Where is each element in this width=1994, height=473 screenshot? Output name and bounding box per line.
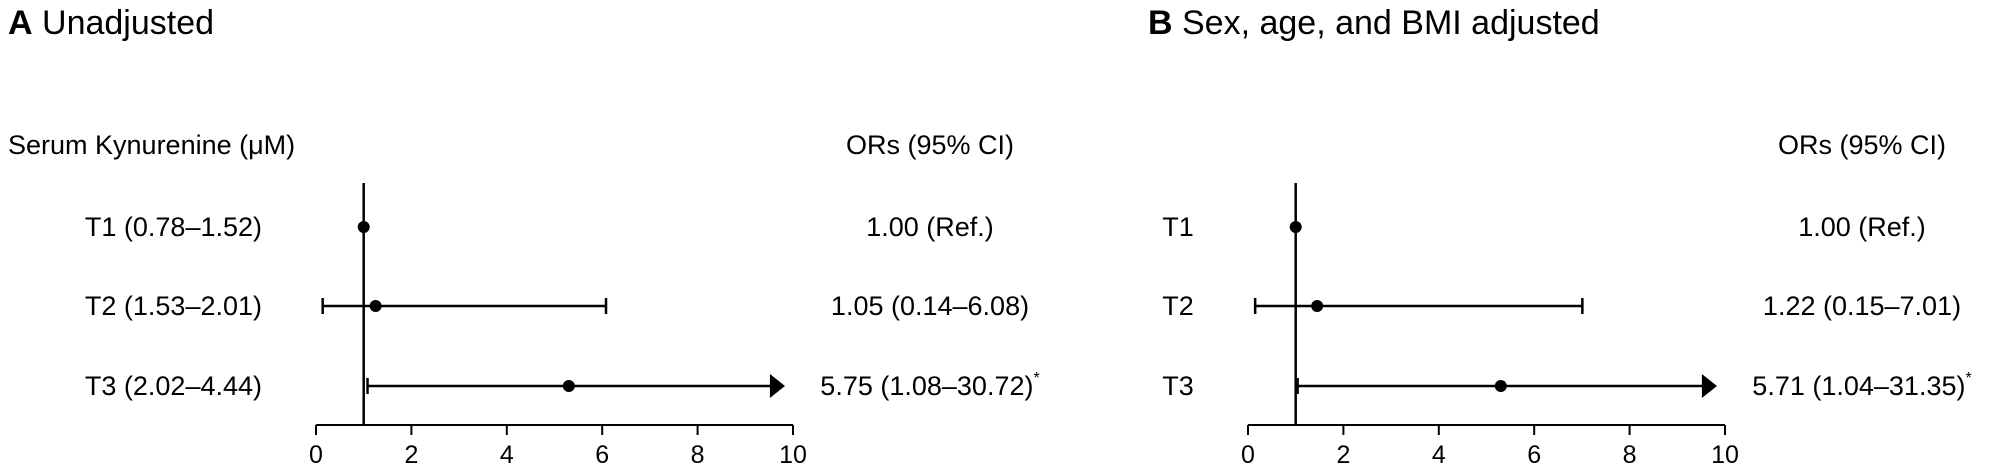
- point-estimate: [1494, 380, 1507, 392]
- forest-row: T3 (2.02–4.44) 5.75 (1.08–30.72)*: [85, 370, 1040, 401]
- x-tick-label: 8: [691, 441, 705, 469]
- or-header: ORs (95% CI): [846, 130, 1014, 160]
- row-label: T1 (0.78–1.52): [85, 212, 262, 242]
- forest-row: T2 1.22 (0.15–7.01): [1162, 291, 1961, 321]
- forest-row: T1 1.00 (Ref.): [1162, 212, 1926, 242]
- x-tick-label: 8: [1623, 441, 1637, 469]
- panel-letter: A: [8, 4, 33, 42]
- point-estimate: [369, 300, 382, 312]
- x-tick-label: 0: [309, 441, 323, 469]
- panel-title-text: Unadjusted: [33, 4, 214, 42]
- row-label: T2 (1.53–2.01): [85, 291, 262, 321]
- or-value: 5.71 (1.04–31.35)*: [1752, 370, 1971, 401]
- x-tick-label: 10: [779, 441, 807, 469]
- panel-title: B Sex, age, and BMI adjusted: [1148, 4, 1600, 42]
- panel-title-text: Sex, age, and BMI adjusted: [1173, 4, 1600, 42]
- row-label: T3: [1162, 371, 1194, 401]
- x-tick-label: 2: [1336, 441, 1350, 469]
- row-label: T1: [1162, 212, 1194, 242]
- or-value-text: 1.00 (Ref.): [1798, 212, 1926, 242]
- ci-overflow-arrow: [769, 374, 785, 398]
- or-value-text: 1.05 (0.14–6.08): [831, 291, 1029, 321]
- forest-row: T2 (1.53–2.01) 1.05 (0.14–6.08): [85, 291, 1029, 321]
- or-header: ORs (95% CI): [1778, 130, 1946, 160]
- significance-marker: *: [1965, 370, 1971, 387]
- or-value-text: 1.22 (0.15–7.01): [1763, 291, 1961, 321]
- x-tick-label: 0: [1241, 441, 1255, 469]
- panel-title: A Unadjusted: [8, 4, 214, 42]
- x-tick-label: 2: [404, 441, 418, 469]
- panel-letter: B: [1148, 4, 1173, 42]
- row-header: Serum Kynurenine (μM): [8, 130, 295, 160]
- or-value: 1.00 (Ref.): [1798, 212, 1926, 242]
- point-estimate: [1311, 300, 1324, 312]
- or-value-text: 1.00 (Ref.): [866, 212, 994, 242]
- significance-marker: *: [1033, 370, 1039, 387]
- or-value: 1.22 (0.15–7.01): [1763, 291, 1961, 321]
- or-value-text: 5.71 (1.04–31.35): [1752, 371, 1965, 401]
- row-label: T3 (2.02–4.44): [85, 371, 262, 401]
- x-tick-label: 6: [595, 441, 609, 469]
- point-estimate: [1289, 221, 1302, 233]
- or-value: 1.05 (0.14–6.08): [831, 291, 1029, 321]
- panel-b: B Sex, age, and BMI adjusted ORs (95% CI)…: [1148, 4, 1972, 469]
- panel-a: A Unadjusted Serum Kynurenine (μM) ORs (95…: [8, 4, 1040, 469]
- x-tick-label: 4: [1432, 441, 1446, 469]
- row-label: T2: [1162, 291, 1194, 321]
- point-estimate: [562, 380, 575, 392]
- or-value: 5.75 (1.08–30.72)*: [820, 370, 1039, 401]
- x-tick-label: 10: [1711, 441, 1739, 469]
- ci-overflow-arrow: [1701, 374, 1717, 398]
- forest-row: T1 (0.78–1.52) 1.00 (Ref.): [85, 212, 994, 242]
- x-tick-label: 4: [500, 441, 514, 469]
- or-value: 1.00 (Ref.): [866, 212, 994, 242]
- x-tick-label: 6: [1527, 441, 1541, 469]
- or-value-text: 5.75 (1.08–30.72): [820, 371, 1033, 401]
- forest-row: T3 5.71 (1.04–31.35)*: [1162, 370, 1971, 401]
- point-estimate: [357, 221, 370, 233]
